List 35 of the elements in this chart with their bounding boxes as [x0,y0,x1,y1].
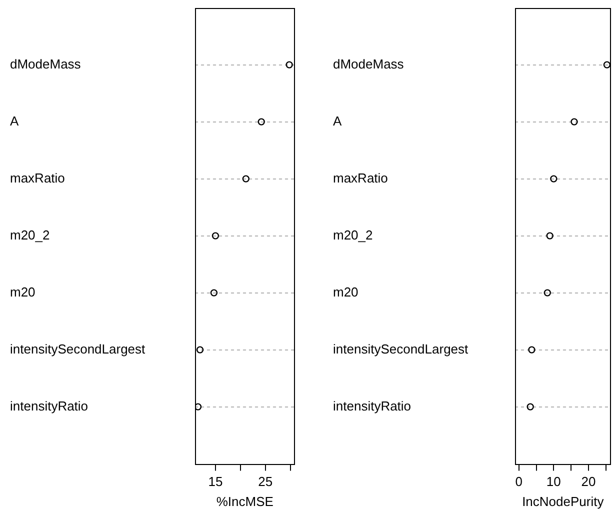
x-tick-label: 20 [581,474,596,490]
y-tick-label: dModeMass [10,56,82,72]
y-tick-label: m20_2 [10,227,50,242]
y-tick-label: A [10,113,19,128]
point [546,232,554,240]
point [258,118,265,126]
y-tick-label: A [333,113,342,128]
x-axis-title: IncNodePurity [522,494,604,509]
y-tick-label: m20_2 [333,227,373,242]
point [544,289,551,296]
y-tick-label: intensityRatio [10,398,88,414]
point [526,403,534,410]
y-tick-label: m20 [10,284,36,300]
point [603,61,611,68]
point [550,175,558,182]
point [528,346,536,354]
point [210,289,218,296]
point [212,232,220,240]
x-tick-label: 0 [515,474,522,490]
x-tick-label: 15 [208,474,223,490]
y-tick-label: m20 [333,284,358,300]
point [195,403,202,410]
y-tick-label: maxRatio [333,170,388,186]
y-tick-label: intensitySecondLargest [333,341,469,356]
x-tick-label: 25 [258,474,273,490]
point [286,61,293,68]
point [196,346,204,354]
x-tick-label: 10 [546,474,561,490]
point [570,118,578,126]
y-tick-label: intensitySecondLargest [10,341,146,356]
x-axis-title: %IncMSE [216,494,274,509]
point [242,175,250,182]
y-tick-label: intensityRatio [333,398,412,414]
y-tick-label: dModeMass [333,56,404,72]
y-tick-label: maxRatio [10,170,65,186]
